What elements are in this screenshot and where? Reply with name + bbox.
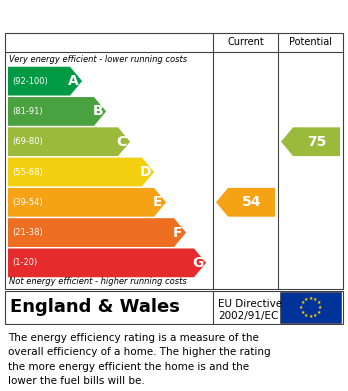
Text: C: C bbox=[117, 135, 127, 149]
Text: ★: ★ bbox=[299, 305, 303, 310]
Polygon shape bbox=[8, 218, 186, 247]
Polygon shape bbox=[8, 158, 154, 187]
Polygon shape bbox=[8, 97, 106, 126]
Bar bbox=[280, 292, 341, 323]
Text: ★: ★ bbox=[316, 300, 321, 305]
Polygon shape bbox=[8, 188, 166, 217]
Polygon shape bbox=[8, 248, 206, 277]
Polygon shape bbox=[8, 67, 82, 95]
Text: (81-91): (81-91) bbox=[12, 107, 42, 116]
Text: 54: 54 bbox=[242, 195, 261, 209]
Text: G: G bbox=[192, 256, 203, 270]
Text: Current: Current bbox=[227, 37, 264, 47]
Text: ★: ★ bbox=[300, 300, 304, 305]
Text: (21-38): (21-38) bbox=[12, 228, 43, 237]
Text: Energy Efficiency Rating: Energy Efficiency Rating bbox=[10, 7, 239, 25]
Text: B: B bbox=[92, 104, 103, 118]
Polygon shape bbox=[216, 188, 275, 217]
Text: (92-100): (92-100) bbox=[12, 77, 48, 86]
Text: D: D bbox=[140, 165, 151, 179]
Text: 75: 75 bbox=[307, 135, 326, 149]
Text: ★: ★ bbox=[308, 314, 313, 319]
Text: The energy efficiency rating is a measure of the
overall efficiency of a home. T: The energy efficiency rating is a measur… bbox=[8, 333, 271, 386]
Text: Not energy efficient - higher running costs: Not energy efficient - higher running co… bbox=[9, 278, 187, 287]
Text: (69-80): (69-80) bbox=[12, 137, 43, 146]
Text: (55-68): (55-68) bbox=[12, 167, 43, 176]
Text: ★: ★ bbox=[304, 297, 308, 302]
Text: (39-54): (39-54) bbox=[12, 198, 42, 207]
Text: ★: ★ bbox=[313, 297, 317, 302]
Text: A: A bbox=[68, 74, 79, 88]
Text: E: E bbox=[153, 195, 163, 209]
Polygon shape bbox=[281, 127, 340, 156]
Text: Potential: Potential bbox=[289, 37, 332, 47]
Text: ★: ★ bbox=[308, 296, 313, 301]
Text: ★: ★ bbox=[313, 313, 317, 318]
Text: England & Wales: England & Wales bbox=[10, 298, 180, 316]
Text: ★: ★ bbox=[304, 313, 308, 318]
Polygon shape bbox=[8, 127, 130, 156]
Text: 2002/91/EC: 2002/91/EC bbox=[218, 311, 278, 321]
Text: ★: ★ bbox=[316, 310, 321, 315]
Text: Very energy efficient - lower running costs: Very energy efficient - lower running co… bbox=[9, 54, 187, 63]
Text: ★: ★ bbox=[318, 305, 322, 310]
Text: EU Directive: EU Directive bbox=[218, 299, 282, 309]
Text: ★: ★ bbox=[300, 310, 304, 315]
Text: (1-20): (1-20) bbox=[12, 258, 37, 267]
Text: F: F bbox=[173, 226, 182, 240]
